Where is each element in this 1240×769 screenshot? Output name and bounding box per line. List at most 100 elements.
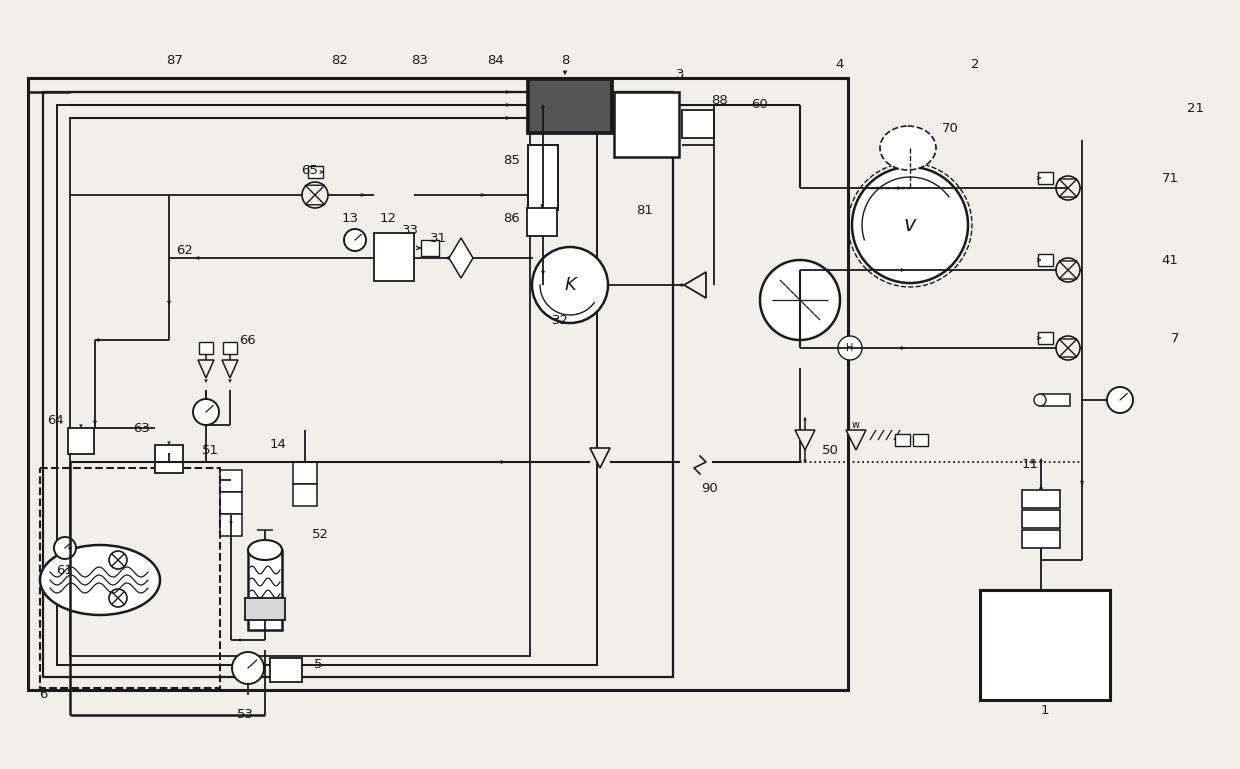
Circle shape [55, 537, 76, 559]
Polygon shape [449, 238, 472, 278]
Bar [69, 118, 529, 656]
Bar [293, 462, 317, 484]
Bar [293, 484, 317, 506]
Polygon shape [1059, 348, 1078, 357]
Bar [1022, 530, 1060, 548]
Bar [980, 590, 1110, 700]
Bar [248, 550, 281, 630]
Bar [913, 434, 928, 446]
Text: w: w [852, 420, 861, 430]
Text: 32: 32 [552, 314, 568, 327]
Bar [29, 78, 848, 690]
Bar [223, 342, 237, 354]
Bar [527, 208, 557, 236]
Text: v: v [904, 215, 916, 235]
Text: 33: 33 [402, 224, 419, 237]
Bar [198, 342, 213, 354]
Text: 84: 84 [486, 54, 503, 66]
Polygon shape [305, 195, 325, 205]
Circle shape [532, 247, 608, 323]
Bar [528, 145, 558, 210]
Text: 21: 21 [1187, 102, 1204, 115]
Circle shape [760, 260, 839, 340]
Text: 1: 1 [1040, 704, 1049, 717]
Text: 50: 50 [822, 444, 838, 457]
Text: 14: 14 [269, 438, 286, 451]
Text: 82: 82 [331, 54, 348, 66]
Bar [894, 434, 909, 446]
Bar [219, 470, 242, 492]
Polygon shape [1059, 261, 1078, 270]
Ellipse shape [880, 126, 936, 170]
Bar [219, 514, 242, 536]
Text: H: H [847, 343, 853, 353]
Text: 81: 81 [636, 204, 653, 217]
Text: 64: 64 [47, 414, 63, 427]
Text: 41: 41 [1162, 254, 1178, 267]
Bar [219, 492, 242, 514]
Polygon shape [305, 185, 325, 195]
Bar [43, 92, 673, 677]
Polygon shape [1059, 179, 1078, 188]
Text: 66: 66 [239, 334, 257, 347]
Text: 12: 12 [379, 211, 397, 225]
Text: 2: 2 [971, 58, 980, 72]
Text: 53: 53 [237, 708, 253, 721]
Text: 31: 31 [429, 231, 446, 245]
Text: 8: 8 [560, 54, 569, 66]
Polygon shape [1059, 270, 1078, 279]
Bar [57, 105, 596, 665]
Bar [40, 468, 219, 688]
Text: 4: 4 [836, 58, 844, 72]
Text: 65: 65 [301, 164, 319, 177]
Polygon shape [846, 430, 866, 450]
Bar [527, 78, 613, 133]
Bar [308, 166, 322, 178]
Text: 6: 6 [38, 688, 47, 701]
Circle shape [343, 229, 366, 251]
Text: 87: 87 [166, 54, 184, 66]
Text: 70: 70 [941, 122, 959, 135]
Bar [246, 598, 285, 620]
Text: 88: 88 [712, 94, 728, 106]
Text: 62: 62 [176, 244, 193, 257]
Bar [529, 80, 610, 131]
Polygon shape [1059, 339, 1078, 348]
Text: 5: 5 [314, 658, 322, 671]
Ellipse shape [248, 540, 281, 560]
Polygon shape [684, 272, 706, 298]
Bar [1022, 510, 1060, 528]
Text: 61: 61 [57, 564, 73, 577]
Polygon shape [590, 448, 610, 468]
Ellipse shape [40, 545, 160, 615]
Bar [1022, 490, 1060, 508]
Text: 13: 13 [341, 211, 358, 225]
Bar [1040, 394, 1070, 406]
Circle shape [193, 399, 219, 425]
Circle shape [232, 652, 264, 684]
Bar [682, 110, 714, 138]
Text: 86: 86 [503, 211, 521, 225]
Text: 71: 71 [1162, 171, 1178, 185]
Text: 83: 83 [412, 54, 429, 66]
Polygon shape [795, 430, 815, 450]
Bar [374, 233, 414, 281]
Ellipse shape [1034, 394, 1047, 406]
Bar [68, 428, 94, 454]
Text: 11: 11 [1022, 458, 1039, 471]
Bar [1038, 332, 1053, 344]
Circle shape [852, 167, 968, 283]
Text: 63: 63 [134, 421, 150, 434]
Circle shape [838, 336, 862, 360]
Bar [270, 658, 303, 682]
Bar [155, 445, 184, 473]
Circle shape [1107, 387, 1133, 413]
Text: 3: 3 [676, 68, 684, 82]
Bar [422, 240, 439, 256]
Text: 52: 52 [311, 528, 329, 541]
Bar [614, 92, 680, 157]
Bar [1038, 254, 1053, 266]
Polygon shape [222, 360, 238, 378]
Text: 60: 60 [751, 98, 769, 112]
Text: 7: 7 [1171, 331, 1179, 345]
